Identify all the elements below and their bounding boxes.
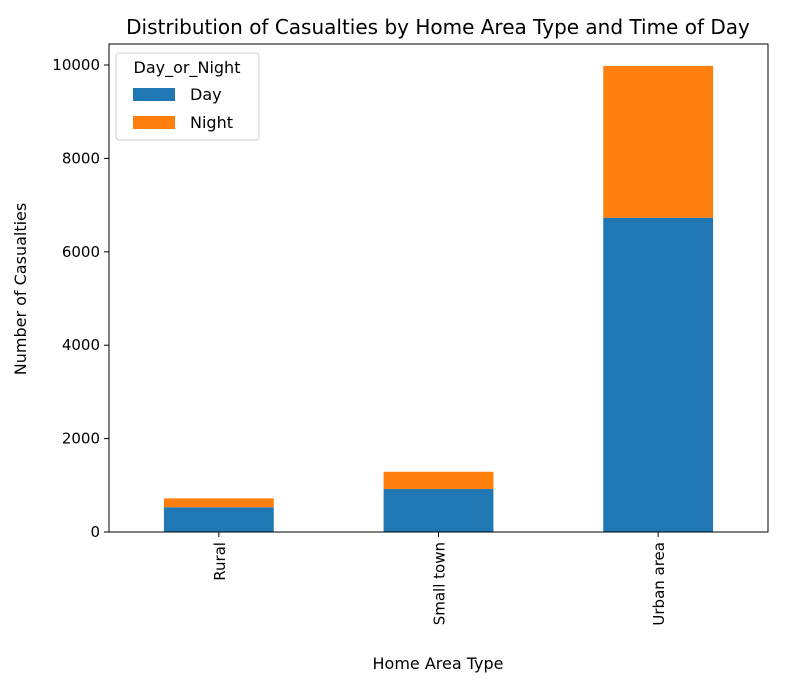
bar-day-rural <box>163 507 274 532</box>
plot-area <box>108 43 769 533</box>
y-tick-label: 6000 <box>62 243 100 261</box>
y-tick-label: 8000 <box>62 149 100 167</box>
bar-night-urban-area <box>603 65 714 218</box>
x-axis-label: Home Area Type <box>373 654 504 673</box>
legend-swatch-day <box>133 88 175 101</box>
x-tick-label: Rural <box>211 542 229 581</box>
legend-title: Day_or_Night <box>134 58 241 78</box>
y-tick-label: 4000 <box>62 336 100 354</box>
chart-title: Distribution of Casualties by Home Area … <box>126 15 750 39</box>
bar-night-rural <box>163 498 274 508</box>
y-axis-label: Number of Casualties <box>11 203 30 375</box>
legend: Day_or_Night Day Night <box>115 52 260 141</box>
bar-night-small-town <box>383 471 494 490</box>
y-tick-label: 0 <box>90 523 100 541</box>
y-tick-label: 10000 <box>52 56 100 74</box>
x-tick-label: Small town <box>431 542 449 625</box>
legend-swatch-night <box>133 116 175 129</box>
legend-label-night: Night <box>190 113 233 132</box>
bar-day-urban-area <box>603 217 714 532</box>
x-tick-label: Urban area <box>650 542 668 626</box>
y-tick-label: 2000 <box>62 430 100 448</box>
x-axis: Rural Small town Urban area <box>211 532 668 626</box>
y-axis: 0 2000 4000 6000 8000 10000 <box>52 56 109 541</box>
bar-day-small-town <box>383 489 494 532</box>
legend-label-day: Day <box>190 85 222 104</box>
